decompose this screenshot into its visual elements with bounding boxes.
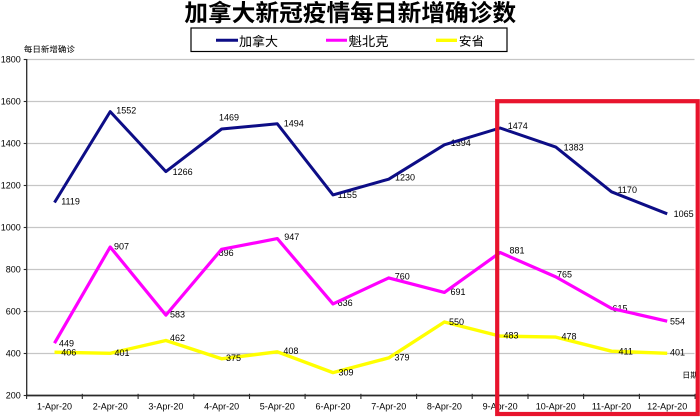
svg-text:1800: 1800 bbox=[1, 55, 21, 65]
svg-text:1469: 1469 bbox=[219, 113, 239, 123]
svg-text:600: 600 bbox=[6, 307, 21, 317]
svg-text:1394: 1394 bbox=[451, 138, 471, 148]
svg-text:1230: 1230 bbox=[395, 172, 415, 182]
svg-text:3-Apr-20: 3-Apr-20 bbox=[148, 402, 183, 412]
svg-text:11-Apr-20: 11-Apr-20 bbox=[592, 402, 631, 412]
svg-text:1383: 1383 bbox=[564, 142, 584, 152]
svg-text:583: 583 bbox=[170, 310, 185, 320]
svg-text:760: 760 bbox=[395, 272, 410, 282]
svg-text:691: 691 bbox=[451, 287, 466, 297]
svg-text:8-Apr-20: 8-Apr-20 bbox=[427, 402, 462, 412]
svg-text:947: 947 bbox=[284, 232, 299, 242]
svg-text:1200: 1200 bbox=[1, 181, 21, 191]
svg-text:462: 462 bbox=[170, 333, 185, 343]
svg-text:800: 800 bbox=[6, 265, 21, 275]
svg-text:12-Apr-20: 12-Apr-20 bbox=[647, 402, 687, 412]
svg-text:6-Apr-20: 6-Apr-20 bbox=[315, 402, 350, 412]
svg-text:881: 881 bbox=[510, 246, 525, 256]
svg-text:7-Apr-20: 7-Apr-20 bbox=[371, 402, 406, 412]
svg-text:1119: 1119 bbox=[61, 197, 80, 207]
svg-text:1474: 1474 bbox=[508, 121, 528, 131]
svg-text:907: 907 bbox=[114, 242, 129, 252]
svg-text:1-Apr-20: 1-Apr-20 bbox=[37, 402, 72, 412]
svg-text:1600: 1600 bbox=[1, 97, 21, 107]
svg-text:411: 411 bbox=[619, 346, 633, 356]
svg-text:9-Apr-20: 9-Apr-20 bbox=[483, 402, 518, 412]
svg-text:478: 478 bbox=[562, 332, 577, 342]
svg-text:550: 550 bbox=[449, 317, 464, 327]
svg-text:1155: 1155 bbox=[338, 190, 357, 200]
svg-text:765: 765 bbox=[557, 269, 572, 279]
svg-text:1000: 1000 bbox=[1, 223, 21, 233]
svg-text:615: 615 bbox=[613, 303, 628, 313]
svg-text:309: 309 bbox=[339, 368, 354, 378]
svg-text:2-Apr-20: 2-Apr-20 bbox=[93, 402, 128, 412]
svg-text:375: 375 bbox=[226, 353, 241, 363]
svg-text:1552: 1552 bbox=[116, 106, 136, 116]
svg-text:5-Apr-20: 5-Apr-20 bbox=[260, 402, 295, 412]
svg-text:1266: 1266 bbox=[173, 167, 193, 177]
svg-text:483: 483 bbox=[504, 330, 519, 340]
svg-text:554: 554 bbox=[670, 316, 685, 326]
svg-text:896: 896 bbox=[219, 248, 234, 258]
svg-text:406: 406 bbox=[61, 348, 76, 358]
svg-text:401: 401 bbox=[115, 348, 130, 358]
svg-text:400: 400 bbox=[6, 349, 21, 359]
svg-text:408: 408 bbox=[283, 346, 298, 356]
svg-text:1400: 1400 bbox=[1, 139, 21, 149]
svg-text:200: 200 bbox=[6, 391, 21, 401]
svg-text:1170: 1170 bbox=[618, 185, 637, 195]
svg-text:636: 636 bbox=[338, 298, 353, 308]
svg-text:10-Apr-20: 10-Apr-20 bbox=[536, 402, 576, 412]
svg-text:4-Apr-20: 4-Apr-20 bbox=[204, 402, 239, 412]
svg-text:401: 401 bbox=[670, 348, 685, 358]
svg-text:379: 379 bbox=[395, 353, 410, 363]
svg-text:1494: 1494 bbox=[284, 119, 304, 129]
svg-text:449: 449 bbox=[59, 338, 74, 348]
svg-text:1065: 1065 bbox=[674, 209, 694, 219]
